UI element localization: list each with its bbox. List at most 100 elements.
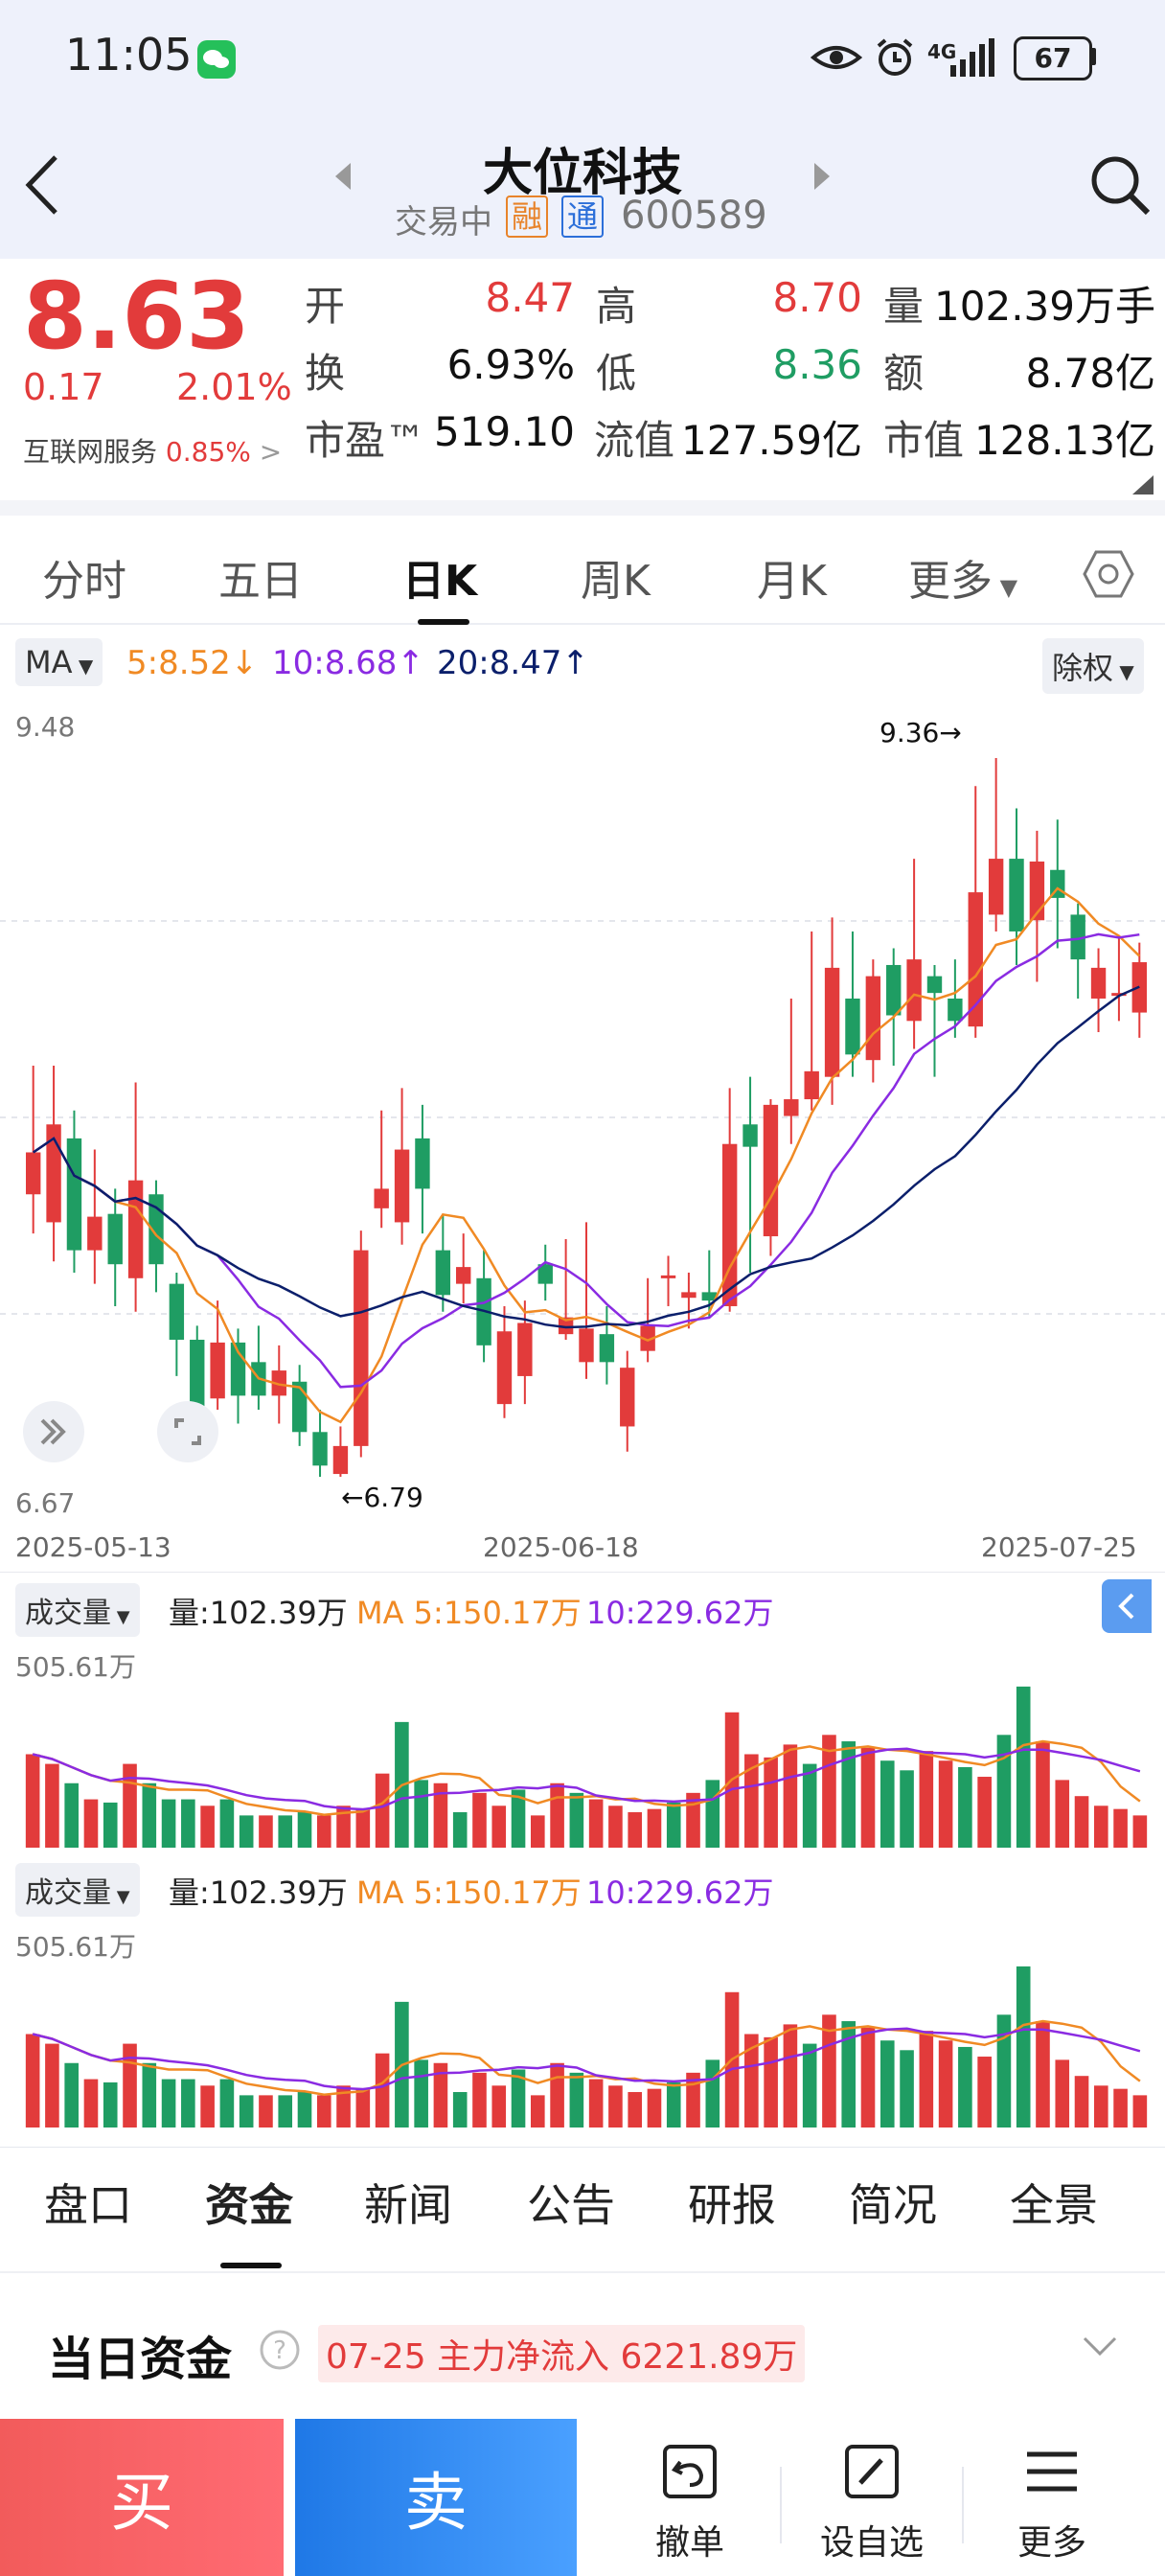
volume-ma10-line bbox=[32, 2027, 1141, 2091]
candle-body bbox=[517, 1322, 533, 1376]
volume-bar bbox=[802, 2043, 817, 2128]
tab-monthly-k[interactable]: 月K bbox=[757, 557, 827, 606]
volume-bar bbox=[511, 2069, 526, 2128]
trade-action-bar: 买 卖 撤单 设自选 更多 bbox=[0, 2419, 1165, 2576]
volume-bar bbox=[316, 1815, 331, 1848]
tab-order-book[interactable]: 盘口 bbox=[44, 2179, 132, 2231]
tab-news[interactable]: 新闻 bbox=[364, 2179, 452, 2231]
volume-bar bbox=[219, 1799, 235, 1848]
volume-bar bbox=[200, 2085, 215, 2128]
ma10-readout: 10:8.68↑ bbox=[272, 644, 424, 682]
volume-bar bbox=[45, 1763, 59, 1848]
candle-body bbox=[701, 1292, 717, 1301]
volume-bar bbox=[919, 1751, 934, 1848]
volume-bar bbox=[1016, 1966, 1031, 2128]
candle-body bbox=[763, 1104, 779, 1237]
candle-body bbox=[435, 1250, 451, 1296]
tab-weekly-k[interactable]: 周K bbox=[581, 557, 651, 606]
tab-intraday[interactable]: 分时 bbox=[42, 557, 126, 606]
volume-bar bbox=[996, 1735, 1012, 1848]
volume-bar bbox=[588, 2079, 604, 2128]
date-end: 2025-07-25 bbox=[981, 1531, 1137, 1563]
volume-bar bbox=[45, 2043, 59, 2128]
candle-body bbox=[886, 964, 902, 1016]
volume-bar bbox=[433, 2062, 448, 2128]
chart-collapse-button[interactable] bbox=[23, 1401, 84, 1462]
alarm-icon bbox=[877, 38, 913, 76]
volume-bar bbox=[666, 1802, 681, 1848]
chevron-down-icon[interactable] bbox=[1081, 2334, 1119, 2359]
caret-down-icon: ▼ bbox=[111, 1887, 130, 1907]
volume-bar bbox=[531, 2095, 545, 2128]
volume-max-label: 505.61万 bbox=[15, 1651, 136, 1683]
search-icon[interactable] bbox=[1086, 151, 1154, 218]
ma20-readout: 20:8.47↑ bbox=[437, 644, 589, 682]
candle-body bbox=[107, 1213, 123, 1265]
more-button[interactable]: 更多 bbox=[985, 2438, 1119, 2564]
settings-icon[interactable] bbox=[1083, 548, 1134, 600]
candle-body bbox=[374, 1188, 389, 1208]
tab-more[interactable]: 更多 ▼ bbox=[908, 546, 1017, 608]
sell-button[interactable]: 卖 bbox=[295, 2419, 577, 2576]
volume-ma10: 10:229.62万 bbox=[586, 1595, 774, 1631]
high-label: 高 bbox=[596, 283, 637, 330]
adjust-selector[interactable]: 除权 ▼ bbox=[1042, 638, 1144, 694]
volume-bar bbox=[977, 2057, 992, 2128]
volume-bar bbox=[64, 2062, 79, 2128]
open-value: 8.47 bbox=[485, 274, 575, 321]
double-chevron-icon bbox=[40, 1418, 66, 1445]
candlestick-chart[interactable] bbox=[0, 705, 1165, 1568]
volume-bar bbox=[628, 2092, 642, 2128]
back-icon[interactable] bbox=[21, 151, 63, 218]
next-stock-icon[interactable] bbox=[811, 161, 834, 192]
volume-bar bbox=[919, 2031, 934, 2128]
side-panel-toggle[interactable] bbox=[1102, 1579, 1152, 1633]
volume-bar bbox=[491, 2085, 507, 2128]
candle-body bbox=[640, 1325, 655, 1351]
battery-tip bbox=[1090, 48, 1096, 65]
tab-five-day[interactable]: 五日 bbox=[218, 557, 303, 606]
divider bbox=[0, 500, 1165, 516]
expand-corner-icon[interactable] bbox=[1132, 475, 1154, 494]
tab-profile[interactable]: 简况 bbox=[849, 2179, 937, 2231]
volume-bar bbox=[278, 1815, 293, 1848]
help-icon[interactable]: ? bbox=[259, 2329, 301, 2371]
divider bbox=[0, 2271, 1165, 2273]
stock-code: 600589 bbox=[621, 194, 767, 238]
volume-label: 量 bbox=[883, 283, 925, 330]
candle-body bbox=[660, 1275, 676, 1278]
volume-indicator-label: 成交量 bbox=[25, 1597, 111, 1630]
add-watchlist-button[interactable]: 设自选 bbox=[805, 2438, 939, 2564]
volume-bar bbox=[161, 1799, 176, 1848]
sector-link[interactable]: 互联网服务 0.85% > bbox=[23, 431, 282, 470]
volume-bar bbox=[1055, 2059, 1070, 2128]
volume-bar bbox=[200, 1806, 215, 1848]
candle-body bbox=[824, 967, 840, 1077]
candle-body bbox=[742, 1124, 758, 1147]
volume-indicator-selector-2[interactable]: 成交量 ▼ bbox=[15, 1863, 140, 1917]
edit-icon bbox=[845, 2445, 899, 2498]
volume-bar bbox=[879, 2040, 895, 2128]
fund-flow-row[interactable]: 当日资金 ? 07-25 主力净流入 6221.89万 bbox=[0, 2271, 1165, 2415]
candle-body bbox=[721, 1143, 738, 1306]
volume-bar bbox=[64, 1782, 79, 1848]
cancel-order-button[interactable]: 撤单 bbox=[623, 2438, 757, 2564]
prev-stock-icon[interactable] bbox=[331, 161, 354, 192]
tab-overview[interactable]: 全景 bbox=[1010, 2179, 1098, 2231]
buy-button[interactable]: 买 bbox=[0, 2419, 284, 2576]
fund-title: 当日资金 bbox=[48, 2333, 233, 2386]
tab-announcements[interactable]: 公告 bbox=[527, 2179, 615, 2231]
volume-bar bbox=[841, 1741, 857, 1848]
pe-label: 市盈™ bbox=[305, 417, 426, 464]
open-label: 开 bbox=[305, 283, 346, 330]
volume-bar bbox=[1132, 2095, 1148, 2128]
ma20-line bbox=[32, 985, 1140, 1329]
tab-funds[interactable]: 资金 bbox=[205, 2179, 293, 2231]
date-mid: 2025-06-18 bbox=[483, 1531, 639, 1563]
volume-indicator-selector[interactable]: 成交量 ▼ bbox=[15, 1583, 140, 1637]
tab-daily-k[interactable]: 日K bbox=[402, 557, 478, 606]
fullscreen-button[interactable] bbox=[157, 1401, 218, 1462]
price-change: 0.17 bbox=[23, 366, 104, 408]
ma-selector[interactable]: MA ▼ bbox=[15, 638, 103, 686]
tab-research[interactable]: 研报 bbox=[688, 2179, 776, 2231]
